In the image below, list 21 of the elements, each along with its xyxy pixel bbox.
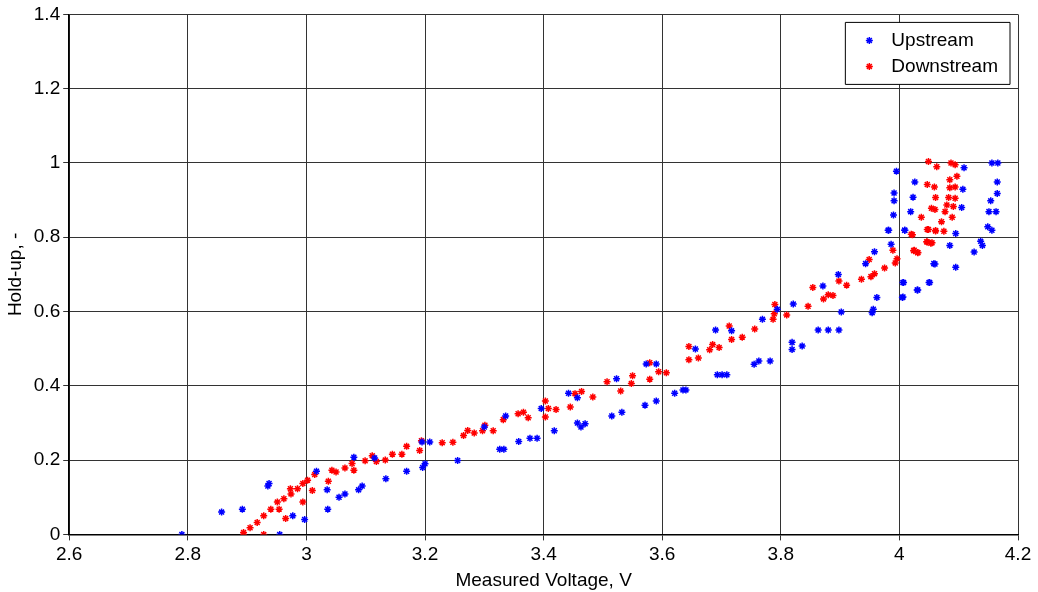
legend-label: Downstream [891, 54, 999, 76]
y-tick-label: 0.6 [33, 299, 61, 321]
x-tick-label: 3.6 [648, 543, 676, 565]
x-tick-label: 2.8 [174, 543, 202, 565]
y-tick-label: 0 [49, 522, 61, 544]
x-axis-title: Measured Voltage, V [455, 568, 633, 590]
x-tick-label: 3.2 [411, 543, 439, 565]
y-tick-label: 0.4 [33, 374, 61, 396]
x-tick-label: 3.4 [530, 543, 558, 565]
legend-label: Upstream [891, 28, 974, 50]
x-tick-label: 4 [894, 543, 906, 565]
y-tick-label: 1 [49, 151, 61, 173]
x-tick-label: 4.2 [1004, 543, 1032, 565]
y-tick-label: 0.8 [33, 225, 61, 247]
y-tick-label: 1.4 [33, 2, 61, 24]
y-axis-title: Hold-up, - [3, 232, 25, 317]
x-tick-label: 2.6 [56, 543, 83, 565]
y-tick-label: 0.2 [33, 448, 61, 470]
y-tick-label: 1.2 [33, 76, 61, 98]
x-tick-label: 3.8 [767, 543, 795, 565]
x-tick-label: 3 [301, 543, 312, 565]
